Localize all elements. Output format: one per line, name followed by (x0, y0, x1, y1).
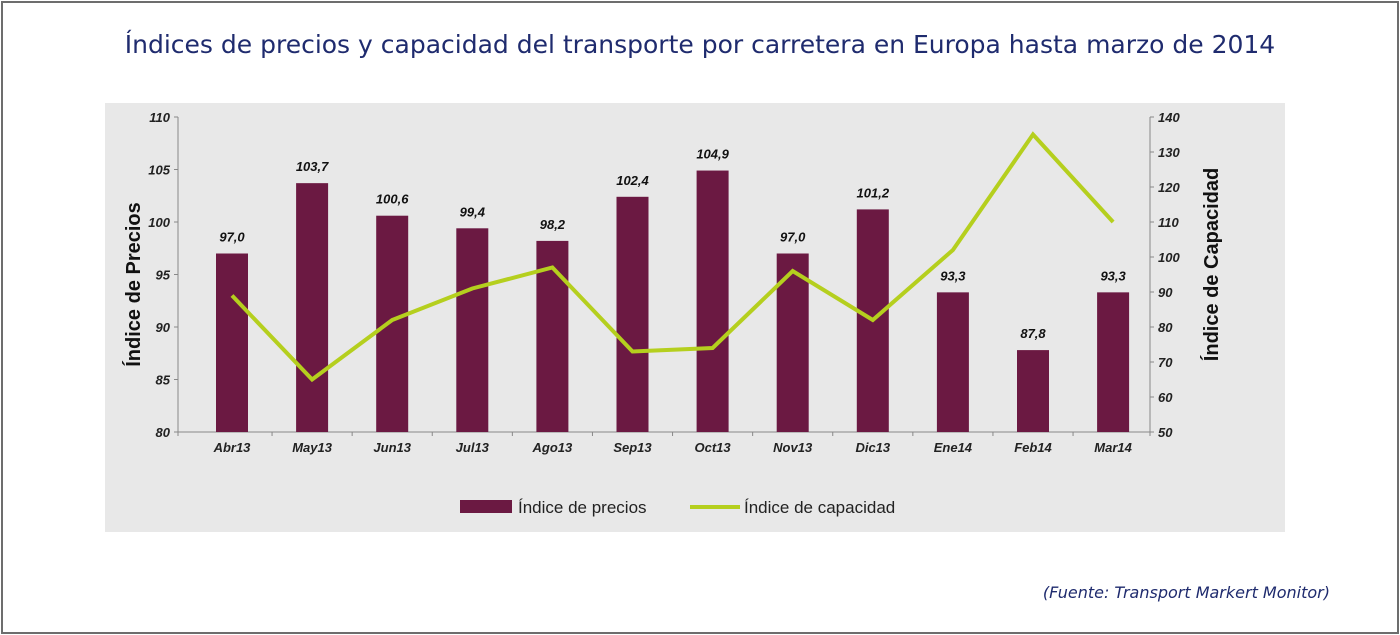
left-tick-label: 80 (156, 425, 171, 440)
right-tick-label: 110 (1158, 215, 1179, 230)
price-bar (936, 292, 969, 432)
right-tick-label: 140 (1158, 110, 1180, 125)
price-data-label: 87,8 (1020, 326, 1046, 341)
legend-label-capacidad: Índice de capacidad (744, 498, 895, 517)
right-tick-label: 60 (1158, 390, 1173, 405)
price-data-label: 98,2 (540, 217, 566, 232)
capacity-line (230, 131, 1115, 383)
price-bar (296, 183, 329, 432)
price-data-label: 102,4 (616, 173, 649, 188)
x-tick-label: Sep13 (613, 440, 652, 455)
price-bar (1097, 292, 1130, 432)
right-axis-title: Índice de Capacidad (1200, 168, 1223, 361)
price-bar (536, 240, 569, 432)
right-tick-label: 90 (1158, 285, 1173, 300)
right-tick-label: 100 (1158, 250, 1180, 265)
price-data-label: 97,0 (219, 230, 245, 245)
right-tick-label: 50 (1158, 425, 1173, 440)
price-bar (1017, 350, 1049, 432)
price-data-label: 93,3 (940, 268, 966, 283)
left-tick-label: 85 (156, 373, 171, 388)
x-tick-label: Dic13 (855, 440, 890, 455)
right-tick-label: 120 (1158, 180, 1180, 195)
price-data-label: 101,2 (857, 185, 890, 200)
left-tick-label: 110 (149, 110, 170, 125)
right-tick-label: 130 (1158, 145, 1180, 160)
x-tick-label: Mar14 (1094, 440, 1132, 455)
price-bar (616, 196, 649, 432)
price-data-label: 100,6 (376, 192, 409, 207)
price-data-label: 93,3 (1100, 268, 1126, 283)
right-tick-label: 70 (1158, 355, 1173, 370)
x-tick-label: Abr13 (213, 440, 252, 455)
left-tick-label: 105 (148, 163, 170, 178)
left-tick-label: 95 (156, 268, 171, 283)
x-tick-label: Ago13 (532, 440, 574, 455)
price-data-label: 104,9 (696, 147, 729, 162)
left-tick-label: 90 (156, 320, 171, 335)
price-bar (376, 215, 409, 432)
source-note: (Fuente: Transport Markert Monitor) (1042, 583, 1330, 602)
legend-label-precios: Índice de precios (518, 498, 647, 517)
x-tick-label: Feb14 (1014, 440, 1052, 455)
chart-title: Índices de precios y capacidad del trans… (124, 30, 1276, 59)
price-data-label: 97,0 (780, 230, 806, 245)
x-tick-label: Ene14 (934, 440, 973, 455)
x-tick-label: Jun13 (373, 440, 411, 455)
right-tick-label: 80 (1158, 320, 1173, 335)
x-tick-label: Oct13 (695, 440, 732, 455)
legend-swatch-precios (460, 500, 512, 513)
x-tick-label: Nov13 (773, 440, 813, 455)
price-bar (216, 253, 248, 432)
x-tick-label: May13 (292, 440, 333, 455)
price-bar (456, 228, 489, 432)
x-tick-label: Jul13 (456, 440, 490, 455)
left-tick-label: 100 (148, 215, 170, 230)
price-data-label: 99,4 (460, 204, 486, 219)
left-axis-title: Índice de Precios (122, 202, 145, 367)
price-bar (696, 170, 729, 433)
price-data-label: 103,7 (296, 159, 329, 174)
